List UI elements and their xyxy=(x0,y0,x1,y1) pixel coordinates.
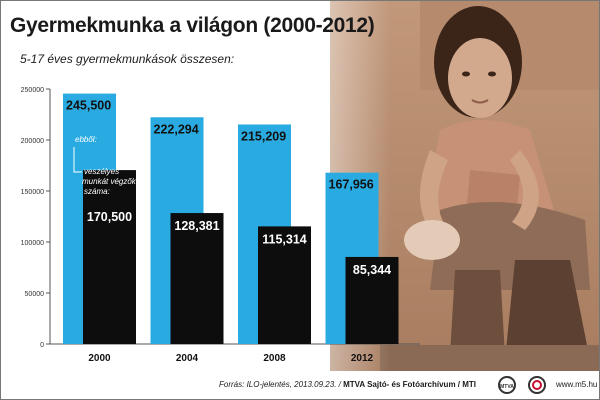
source-agency: MTVA Sajtó- és Fotóarchívum / MTI xyxy=(343,380,476,389)
mtva-logo: MTVA xyxy=(498,376,516,394)
value-label-hazardous-2008: 115,314 xyxy=(262,232,307,246)
x-tick-label-2008: 2008 xyxy=(263,353,286,364)
hazardous-note-line3: száma: xyxy=(84,187,110,196)
annotations: ebből: veszélyes munkát végzők száma: xyxy=(73,135,137,196)
bar-series xyxy=(63,93,399,344)
bar-hazardous-2012 xyxy=(345,256,399,344)
annotation-connector xyxy=(73,147,82,173)
value-label-hazardous-2000: 170,500 xyxy=(87,210,132,224)
y-tick-label: 150000 xyxy=(21,189,44,196)
y-tick-label: 50000 xyxy=(25,291,45,298)
m1-logo-ring xyxy=(532,380,542,390)
page-title: Gyermekmunka a világon (2000-2012) xyxy=(10,14,375,37)
m1-logo xyxy=(528,376,546,394)
value-label-hazardous-2004: 128,381 xyxy=(174,219,219,233)
y-tick-label: 250000 xyxy=(21,87,44,94)
of-which-note: ebből: xyxy=(75,135,97,144)
hazardous-note-line1: veszélyes xyxy=(84,167,119,176)
y-tick-label: 0 xyxy=(40,342,44,349)
bar-chart: 0 50000 100000 150000 200000 250000 245,500 17… xyxy=(21,87,420,364)
hazardous-note-line2: munkát végzők xyxy=(82,177,137,186)
y-tick-label: 200000 xyxy=(21,138,44,145)
data-labels: 245,500 170,500 2000 222,294 128,381 2004 215,… xyxy=(66,99,391,364)
bar-hazardous-2008 xyxy=(258,226,311,344)
value-label-total-2000: 245,500 xyxy=(66,99,111,113)
value-label-hazardous-2012: 85,344 xyxy=(353,263,391,277)
x-tick-label-2000: 2000 xyxy=(88,353,111,364)
y-tick-label: 100000 xyxy=(21,240,44,247)
value-label-total-2012: 167,956 xyxy=(329,178,374,192)
x-tick-label-2004: 2004 xyxy=(176,353,199,364)
source-prefix: Forrás: ILO-jelentés, 2013.09.23. / xyxy=(219,380,344,389)
value-label-total-2008: 215,209 xyxy=(241,129,286,143)
bar-hazardous-2000 xyxy=(83,170,136,344)
chart-subtitle: 5-17 éves gyermekmunkások összesen: xyxy=(20,52,235,66)
website-label: www.m5.hu xyxy=(556,380,598,389)
x-tick-label-2012: 2012 xyxy=(351,353,374,364)
source-credit: Forrás: ILO-jelentés, 2013.09.23. / MTVA… xyxy=(219,380,476,389)
bar-hazardous-2004 xyxy=(170,213,224,344)
value-label-total-2004: 222,294 xyxy=(154,122,199,136)
